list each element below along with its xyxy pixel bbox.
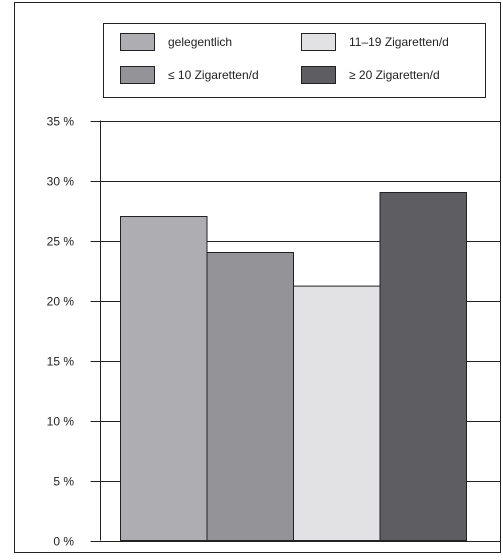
y-tick-label: 30 %	[47, 175, 75, 189]
legend-item-le10: ≤ 10 Zigaretten/d	[120, 66, 259, 84]
bar-4	[379, 192, 467, 541]
legend-swatch-gelegentlich	[120, 33, 155, 51]
bar-3	[293, 285, 381, 541]
y-tick-label: 20 %	[47, 295, 75, 309]
legend-swatch-11-19	[301, 33, 336, 51]
bar-1	[120, 216, 208, 541]
legend-label-11-19: 11–19 Zigaretten/d	[349, 35, 449, 49]
legend-swatch-le10	[120, 66, 155, 84]
legend-item-gelegentlich: gelegentlich	[120, 33, 232, 51]
y-tick-label: 5 %	[53, 475, 74, 489]
legend-item-11-19: 11–19 Zigaretten/d	[301, 33, 449, 51]
legend-label-ge20: ≥ 20 Zigaretten/d	[349, 68, 440, 82]
y-tick-label: 15 %	[47, 355, 75, 369]
y-tick-label: 0 %	[53, 535, 74, 549]
legend-label-gelegentlich: gelegentlich	[168, 35, 232, 49]
y-tick-label: 35 %	[47, 115, 75, 129]
bar-2	[206, 252, 294, 541]
legend-box	[103, 23, 486, 98]
y-axis: 0 % 5 % 10 % 15 % 20 % 25 % 30 % 35 %	[47, 115, 101, 549]
legend-label-le10: ≤ 10 Zigaretten/d	[168, 68, 259, 82]
legend-swatch-ge20	[301, 66, 336, 84]
y-tick-label: 10 %	[47, 415, 75, 429]
bars	[120, 192, 467, 541]
legend-item-ge20: ≥ 20 Zigaretten/d	[301, 66, 440, 84]
y-tick-label: 25 %	[47, 235, 75, 249]
